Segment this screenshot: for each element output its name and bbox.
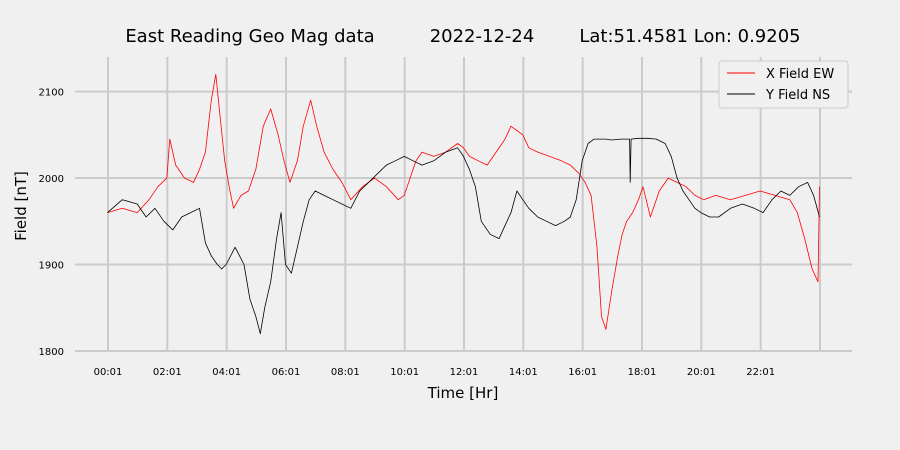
x-tick-label: 14:01 [509,367,538,378]
series-line-x-field-ew [107,73,820,330]
x-tick-label: 18:01 [628,367,657,378]
x-tick-label: 08:01 [331,367,360,378]
series-group [107,73,820,335]
series-line-y-field-ns [107,137,820,335]
x-tick-label: 10:01 [390,367,419,378]
x-tick-label: 04:01 [212,367,241,378]
legend-label-y-field: Y Field NS [765,88,830,103]
x-tick-label: 02:01 [153,367,182,378]
x-tick-label: 06:01 [272,367,301,378]
x-tick-label: 00:01 [94,367,123,378]
chart-title-date: 2022-12-24 [430,26,535,47]
y-tick-label: 1900 [39,261,64,272]
x-tick-label: 20:01 [687,367,716,378]
x-axis-label: Time [Hr] [427,384,499,402]
chart-title-station: East Reading Geo Mag data [125,26,374,47]
x-tick-label: 16:01 [568,367,597,378]
legend-label-x-field: X Field EW [766,67,834,82]
legend: X Field EW Y Field NS [718,60,849,109]
y-tick-label: 2100 [39,88,64,99]
y-axis-ticks: 1800 1900 2000 2100 [39,88,64,358]
x-tick-label: 12:01 [450,367,479,378]
x-tick-label: 22:01 [746,367,775,378]
chart-title-location: Lat:51.4581 Lon: 0.9205 [579,26,800,47]
y-tick-label: 2000 [39,174,64,185]
x-axis-ticks: 00:01 02:01 04:01 06:01 08:01 10:01 12:01 14:01… [94,367,775,378]
y-axis-label: Field [nT] [12,171,30,241]
y-tick-label: 1800 [39,347,64,358]
